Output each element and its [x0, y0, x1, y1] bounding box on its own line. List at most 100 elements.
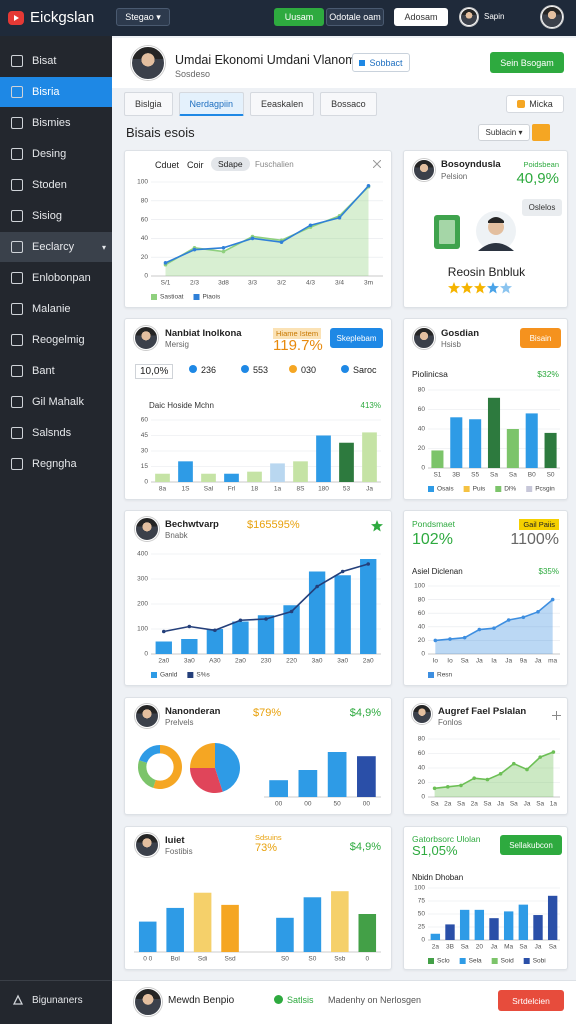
person-role: Hsisb	[441, 340, 462, 349]
section-title: Bisais esois	[126, 125, 195, 140]
sidebar-icon	[11, 303, 23, 315]
button[interactable]: Uusam	[274, 8, 324, 26]
avatar[interactable]	[460, 8, 478, 26]
action-button[interactable]: Bisain	[520, 328, 561, 348]
x-tick-label: Ia	[491, 658, 497, 665]
sidebar-item[interactable]: Bisat	[0, 46, 112, 76]
tag-pill[interactable]: Sdape	[211, 157, 250, 171]
x-tick-label: 2a	[432, 944, 440, 951]
sidebar-item[interactable]: Malanie	[0, 294, 112, 324]
tab[interactable]: Bislgia	[124, 92, 173, 116]
bar	[339, 442, 354, 482]
point	[340, 569, 345, 574]
tab[interactable]: Bossaco	[320, 92, 377, 116]
chart-title: Asiel Diclenan	[412, 567, 463, 576]
bar	[298, 770, 318, 797]
x-tick-label: Sa	[519, 944, 527, 951]
action-button[interactable]: Sellakubcon	[500, 835, 562, 855]
point	[308, 223, 313, 228]
sidebar-item[interactable]: Desing	[0, 139, 112, 169]
legend-label: Sclo	[437, 958, 450, 965]
point	[536, 610, 540, 614]
action-button[interactable]: Skeplebam	[330, 328, 383, 348]
sidebar-item[interactable]: Bisria	[0, 77, 112, 107]
bar	[221, 904, 239, 952]
x-tick-label: Ja	[476, 658, 483, 665]
legend-label: Resn	[437, 672, 453, 679]
avatar[interactable]	[541, 6, 563, 28]
sidebar-item[interactable]: Sisiog	[0, 201, 112, 231]
x-tick-label: 3a0	[184, 658, 195, 665]
tab[interactable]: Eeaskalen	[250, 92, 315, 116]
action-button[interactable]: Srtdelcien	[498, 990, 564, 1011]
sidebar-item[interactable]: Eeclarcy ▾	[0, 232, 112, 262]
card: Pondsmaet Gail Paiis 102% 1100% Asiel Di…	[403, 510, 568, 686]
star-icon[interactable]	[371, 520, 383, 532]
y-tick-label: 0	[144, 651, 148, 658]
sidebar-item[interactable]: Enlobonpan	[0, 263, 112, 293]
button[interactable]: Odotale oam	[326, 8, 384, 26]
combo-chart: 0 100 200 300 400 2a0 3a0 A30 2a0 230 220 3a0 3a0 2a0…	[137, 551, 381, 679]
bar-chart: 0 15 30 45 60 8a 1S Sal Frl 18 1a 8S 180 53 Ja	[141, 417, 381, 493]
sidebar-icon	[11, 148, 23, 160]
point	[521, 615, 526, 620]
sidebar-item[interactable]: Bant	[0, 356, 112, 386]
x-tick-label: 3a0	[312, 658, 323, 665]
sidebar-item[interactable]: Stoden	[0, 170, 112, 200]
y-tick-label: 20	[418, 637, 426, 644]
sidebar-label: Malanie	[32, 303, 71, 315]
y-tick-label: 300	[137, 576, 148, 583]
x-tick-label: Sa	[490, 472, 498, 479]
pie-slice	[190, 768, 223, 793]
point	[538, 755, 542, 759]
add-icon[interactable]	[552, 711, 561, 720]
avatar	[413, 327, 435, 349]
area-fill	[435, 599, 553, 654]
button[interactable]: Adosam	[394, 8, 448, 26]
section-select[interactable]: Sublacin ▾	[478, 124, 530, 141]
profile-name: Umdai Ekonomi Umdani Vlanom	[175, 53, 356, 67]
bar	[232, 621, 249, 654]
legend-label: Pcsgin	[535, 486, 555, 493]
menu-select[interactable]: Stegao ▾	[116, 8, 170, 26]
x-tick-label: Sdi	[198, 956, 207, 963]
bar	[181, 639, 198, 654]
x-tick-label: S0	[281, 956, 289, 963]
line	[165, 185, 370, 264]
select-icon[interactable]	[532, 124, 550, 141]
profile-handle: Sosdeso	[175, 69, 211, 79]
y-tick-label: 100	[137, 179, 148, 186]
close-icon[interactable]	[373, 160, 381, 168]
x-tick-label: Bol	[170, 956, 180, 963]
status-text: Satlsis	[287, 995, 314, 1005]
line	[165, 186, 370, 266]
chart-title: Daic Hoside Mchn	[149, 401, 214, 410]
y-tick-label: 75	[418, 898, 426, 905]
badge: Gail Paiis	[519, 519, 559, 530]
logo: Eickgslan	[30, 9, 95, 26]
legend-label: S%s	[196, 672, 210, 679]
footer-note: Madenhy on Nerlosgen	[328, 995, 422, 1005]
sidebar-item[interactable]: Regngha	[0, 449, 112, 479]
point	[315, 584, 319, 589]
sidebar-icon	[11, 334, 23, 346]
sidebar-icon	[11, 427, 23, 439]
x-tick-label: Sa	[457, 801, 465, 808]
action-button[interactable]: Oslelos	[522, 199, 562, 216]
stat-label: Poidsbean	[523, 160, 559, 169]
sidebar-item[interactable]: Salsnds	[0, 418, 112, 448]
sidebar-footer[interactable]: Bigunaners	[32, 995, 83, 1006]
secondary-button[interactable]: Sobbact	[352, 53, 410, 72]
sidebar-item[interactable]: Reogelmig	[0, 325, 112, 355]
footer-bar: Mewdn Benpio Satlsis Madenhy on Nerlosge…	[112, 980, 576, 1024]
tab[interactable]: Nerdagpiin	[178, 92, 245, 116]
primary-button[interactable]: Sein Bsogam	[490, 52, 564, 73]
sidebar-item[interactable]: Gil Mahalk	[0, 387, 112, 417]
bar	[155, 473, 170, 482]
x-tick-label: Sa	[461, 658, 469, 665]
x-tick-label: 0	[365, 956, 369, 963]
sidebar-item[interactable]: Bismies	[0, 108, 112, 138]
filter-button[interactable]: Micka	[506, 95, 564, 113]
bar	[431, 450, 444, 468]
